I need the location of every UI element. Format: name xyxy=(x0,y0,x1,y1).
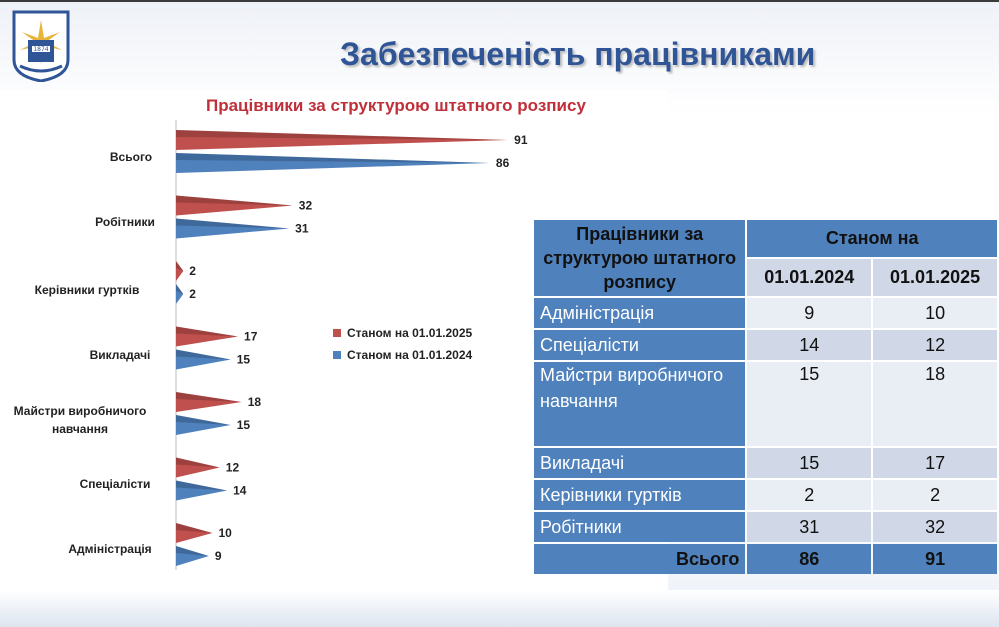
value-label-2024-2: 2 xyxy=(189,287,196,301)
table-cell-2024: 9 xyxy=(747,298,872,328)
table-total-2025: 91 xyxy=(873,544,997,574)
value-label-2025-0: 91 xyxy=(514,133,528,147)
bar-shade-2025-2 xyxy=(176,261,184,271)
bar-2024-4 xyxy=(176,415,231,435)
bar-2024-1 xyxy=(176,218,290,239)
table-header-label: Працівники за структурою штатного розпис… xyxy=(534,220,746,296)
table-row-label: Спеціалісти xyxy=(534,330,746,360)
category-label-club-leaders: Керівники гуртків xyxy=(34,283,140,297)
bar-2024-2 xyxy=(176,284,184,304)
value-label-2024-4: 15 xyxy=(237,418,251,432)
table-cell-2025: 2 xyxy=(873,480,997,510)
bar-2025-4 xyxy=(176,392,242,412)
category-label-total: Всього xyxy=(109,150,153,164)
table-cell-2024: 14 xyxy=(747,330,872,360)
category-label-specialists: Спеціалісти xyxy=(79,477,151,491)
bar-2025-5 xyxy=(176,457,220,478)
value-label-2025-5: 12 xyxy=(226,461,240,475)
slide-footer xyxy=(0,590,999,627)
chart-legend: Станом на 01.01.2025 Станом на 01.01.202… xyxy=(333,322,472,366)
category-label-masters: Майстри виробничого навчання xyxy=(13,404,147,436)
value-label-2024-6: 9 xyxy=(215,549,222,563)
bar-shade-2024-6 xyxy=(176,546,209,556)
bar-shade-2024-0 xyxy=(176,153,490,163)
bar-2024-0 xyxy=(176,153,490,173)
slide-title: Забезпеченість працівниками xyxy=(340,36,816,72)
bar-shade-2025-6 xyxy=(176,523,213,533)
bar-2025-2 xyxy=(176,261,184,281)
category-label-administration: Адміністрація xyxy=(68,542,152,556)
bar-shade-2025-5 xyxy=(176,457,220,468)
college-logo-icon: 1874 xyxy=(12,10,70,82)
value-label-2025-4: 18 xyxy=(248,395,262,409)
svg-text:1874: 1874 xyxy=(33,46,48,53)
legend-item-2024: Станом на 01.01.2024 xyxy=(333,344,472,366)
bar-chart: 91 86 32 31 2 2 17 15 18 15 12 14 10 9 xyxy=(175,120,528,570)
staffing-table: Працівники за структурою штатного розпис… xyxy=(532,218,999,576)
value-label-2025-2: 2 xyxy=(189,264,196,278)
chart-title: Працівники за структурою штатного розпис… xyxy=(206,96,586,115)
table-cell-2024: 31 xyxy=(747,512,872,542)
table-cell-2025: 32 xyxy=(873,512,997,542)
category-label-teachers: Викладачі xyxy=(89,348,151,362)
table-row: Робітники 31 32 xyxy=(534,512,997,542)
legend-swatch-2025 xyxy=(333,329,341,337)
bar-2025-0 xyxy=(176,130,509,150)
table-header-2024: 01.01.2024 xyxy=(747,259,872,296)
bar-shade-2024-4 xyxy=(176,415,231,425)
table-row: Керівники гуртків 2 2 xyxy=(534,480,997,510)
table-cell-2024: 2 xyxy=(747,480,872,510)
legend-label-2024: Станом на 01.01.2024 xyxy=(347,348,473,362)
value-label-2024-1: 31 xyxy=(295,222,309,236)
table-row-label: Викладачі xyxy=(534,448,746,478)
table-total-2024: 86 xyxy=(747,544,872,574)
table-cell-2025: 12 xyxy=(873,330,997,360)
bar-shade-2024-3 xyxy=(176,349,231,360)
legend-item-2025: Станом на 01.01.2025 xyxy=(333,322,472,344)
table-row-label: Адміністрація xyxy=(534,298,746,328)
bar-2024-3 xyxy=(176,349,231,370)
bar-shade-2025-0 xyxy=(176,130,509,140)
table-header-row: Працівники за структурою штатного розпис… xyxy=(534,220,997,296)
table-row: Спеціалісти 14 12 xyxy=(534,330,997,360)
table-row-label: Майстри виробничого навчання xyxy=(534,362,746,446)
table-cell-2025: 18 xyxy=(873,362,997,446)
value-label-2024-3: 15 xyxy=(237,353,251,367)
table-row: Майстри виробничого навчання 15 18 xyxy=(534,362,997,446)
bar-shade-2025-4 xyxy=(176,392,242,402)
bar-shade-2025-1 xyxy=(176,195,293,206)
value-label-2025-3: 17 xyxy=(244,330,258,344)
table-total-label: Всього xyxy=(534,544,746,574)
value-label-2025-1: 32 xyxy=(299,199,313,213)
bar-2025-3 xyxy=(176,326,239,347)
value-label-2024-0: 86 xyxy=(496,156,510,170)
legend-label-2025: Станом на 01.01.2025 xyxy=(347,326,473,340)
top-border xyxy=(0,0,999,2)
bar-2025-1 xyxy=(176,195,293,216)
bar-shade-2025-3 xyxy=(176,326,239,337)
table-row: Викладачі 15 17 xyxy=(534,448,997,478)
bar-2025-6 xyxy=(176,523,213,543)
table-total-row: Всього 86 91 xyxy=(534,544,997,574)
legend-swatch-2024 xyxy=(333,351,341,359)
table-header-group: Станом на xyxy=(747,220,997,257)
table-row-label: Робітники xyxy=(534,512,746,542)
table-cell-2024: 15 xyxy=(747,362,872,446)
table-cell-2024: 15 xyxy=(747,448,872,478)
value-label-2024-5: 14 xyxy=(233,484,247,498)
bar-shade-2024-1 xyxy=(176,218,290,229)
bar-shade-2024-2 xyxy=(176,284,184,294)
table-row: Адміністрація 9 10 xyxy=(534,298,997,328)
value-label-2025-6: 10 xyxy=(219,526,233,540)
table-subheader-row: 01.01.2024 01.01.2025 xyxy=(534,259,997,296)
category-label-workers: Робітники xyxy=(95,215,155,229)
table-cell-2025: 17 xyxy=(873,448,997,478)
bar-2024-6 xyxy=(176,546,209,566)
table-row-label: Керівники гуртків xyxy=(534,480,746,510)
table-header-2025: 01.01.2025 xyxy=(873,259,997,296)
bar-2024-5 xyxy=(176,480,228,501)
bar-shade-2024-5 xyxy=(176,480,228,491)
table-cell-2025: 10 xyxy=(873,298,997,328)
